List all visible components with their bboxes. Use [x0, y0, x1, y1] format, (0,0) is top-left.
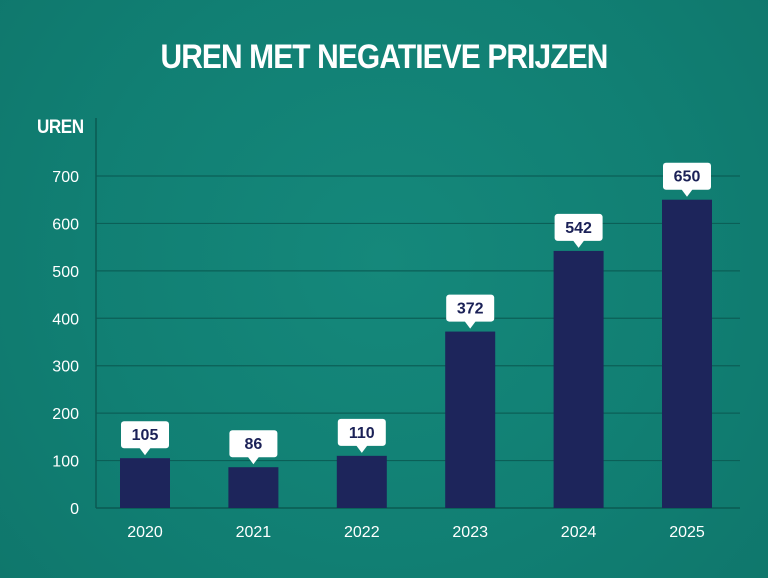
data-label-pointer	[247, 456, 260, 465]
x-tick-label: 2024	[561, 524, 597, 541]
data-label: 650	[674, 169, 701, 186]
data-label-pointer	[572, 239, 585, 248]
bar	[228, 467, 279, 508]
data-label: 542	[565, 220, 592, 237]
bar	[662, 199, 712, 508]
data-label-box	[663, 162, 711, 190]
x-tick-label: 2020	[127, 524, 163, 541]
data-label-box	[337, 418, 386, 446]
data-label-pointer	[464, 320, 477, 329]
y-tick-label: 600	[52, 216, 79, 233]
x-tick-label: 2023	[452, 524, 488, 541]
x-tick-label: 2022	[344, 524, 380, 541]
y-tick-label: 300	[52, 359, 79, 376]
y-tick-label: 400	[52, 311, 79, 328]
data-label-box	[554, 213, 603, 241]
data-label: 110	[349, 425, 375, 442]
data-label-box	[229, 430, 278, 458]
y-axis-label: UREN	[37, 117, 84, 138]
bar	[553, 250, 604, 509]
y-tick-label: 200	[52, 406, 79, 423]
chart-title: UREN MET NEGATIEVE PRIJZEN	[160, 38, 608, 76]
data-label-pointer	[139, 447, 151, 456]
y-tick-label: 0	[70, 501, 79, 518]
data-label-box	[446, 294, 495, 322]
bar	[336, 455, 387, 508]
x-tick-label: 2025	[669, 524, 705, 541]
y-tick-label: 100	[52, 454, 79, 471]
bar	[445, 331, 496, 508]
data-label-pointer	[681, 188, 693, 197]
y-tick-label: 700	[52, 169, 79, 186]
data-label: 372	[457, 301, 484, 318]
data-label-box	[121, 421, 169, 449]
bar	[120, 458, 170, 508]
data-label: 86	[245, 436, 263, 453]
data-label-pointer	[355, 444, 368, 453]
y-tick-label: 500	[52, 264, 79, 281]
data-label: 105	[132, 427, 159, 444]
x-tick-label: 2021	[236, 524, 272, 541]
